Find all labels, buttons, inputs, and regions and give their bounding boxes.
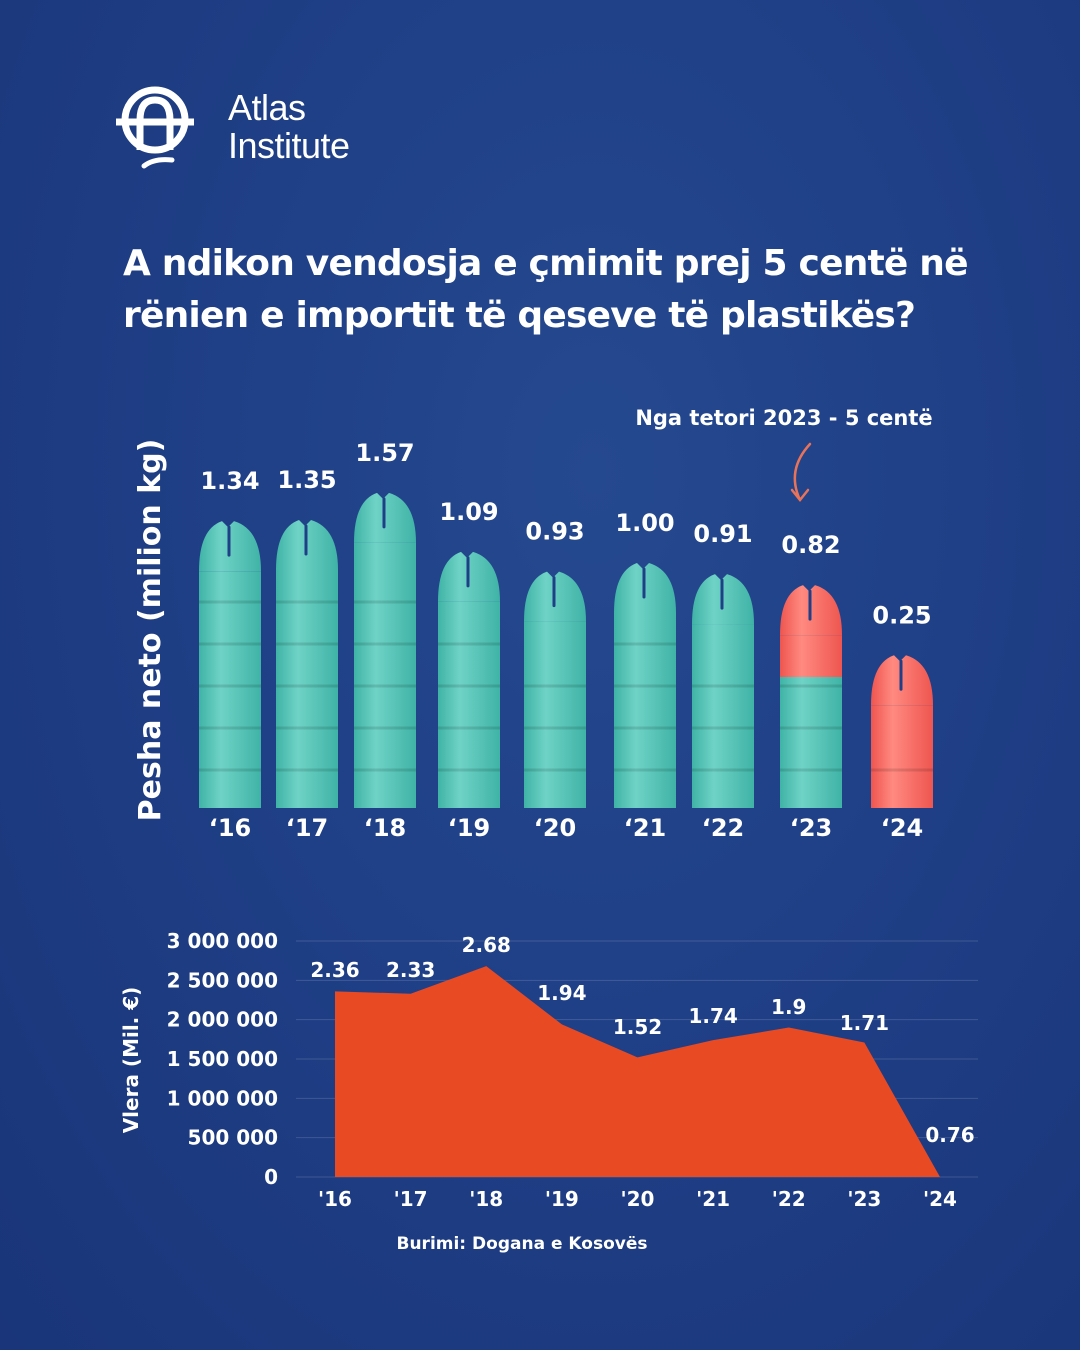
y-tick-label: 2 500 000 bbox=[167, 968, 278, 992]
y-tick-label: 3 000 000 bbox=[167, 929, 278, 953]
bar-value-label: 1.00 bbox=[615, 509, 674, 537]
bar-value-label: 1.57 bbox=[355, 439, 414, 467]
x-tick-label: '21 bbox=[696, 1187, 730, 1211]
bar-value-label: 0.91 bbox=[693, 520, 752, 548]
bar bbox=[614, 563, 676, 808]
bar-category-label: ‘24 bbox=[881, 814, 924, 842]
area-value-label: 2.68 bbox=[462, 933, 511, 957]
source-note: Burimi: Dogana e Kosovës bbox=[397, 1234, 648, 1254]
x-tick-label: '16 bbox=[318, 1187, 352, 1211]
bar bbox=[871, 655, 933, 808]
y-tick-label: 0 bbox=[264, 1165, 278, 1189]
y-tick-label: 500 000 bbox=[188, 1126, 278, 1150]
annotation-text: Nga tetori 2023 - 5 centë bbox=[635, 406, 932, 430]
area-value-label: 0.76 bbox=[925, 1123, 974, 1147]
area-series bbox=[335, 966, 940, 1177]
y-tick-label: 1 000 000 bbox=[167, 1086, 278, 1110]
page-title: A ndikon vendosja e çmimit prej 5 centë … bbox=[123, 243, 969, 336]
x-tick-label: '17 bbox=[394, 1187, 428, 1211]
bar-category-label: ‘20 bbox=[534, 814, 577, 842]
x-tick-label: '24 bbox=[923, 1187, 957, 1211]
bar-category-label: ‘21 bbox=[624, 814, 667, 842]
area-value-label: 2.33 bbox=[386, 958, 435, 982]
area-value-label: 1.52 bbox=[613, 1015, 662, 1039]
bar-category-label: ‘23 bbox=[790, 814, 833, 842]
y-tick-label: 1 500 000 bbox=[167, 1047, 278, 1071]
area-value-label: 1.94 bbox=[537, 981, 586, 1005]
bar-value-label: 0.93 bbox=[525, 518, 584, 546]
bar bbox=[692, 574, 754, 808]
bar bbox=[780, 585, 842, 808]
bar-category-label: ‘17 bbox=[286, 814, 329, 842]
x-tick-label: '20 bbox=[621, 1187, 655, 1211]
bar bbox=[199, 521, 261, 808]
bar-category-label: ‘18 bbox=[364, 814, 407, 842]
bar-category-label: ‘19 bbox=[448, 814, 491, 842]
x-tick-label: '23 bbox=[847, 1187, 881, 1211]
bar bbox=[438, 551, 500, 808]
area-value-label: 1.9 bbox=[771, 995, 806, 1019]
x-tick-label: '19 bbox=[545, 1187, 579, 1211]
bar-value-label: 0.25 bbox=[872, 601, 931, 629]
brand-line2: Institute bbox=[228, 125, 350, 166]
area-chart-ylabel: Vlera (Mil. €) bbox=[119, 987, 143, 1134]
bar bbox=[524, 571, 586, 808]
area-value-label: 2.36 bbox=[310, 958, 359, 982]
bar-value-label: 1.35 bbox=[277, 466, 336, 494]
bar-chart-ylabel: Pesha neto (milion kg) bbox=[133, 439, 168, 822]
bar-category-label: ‘16 bbox=[209, 814, 252, 842]
bar-value-label: 1.09 bbox=[439, 498, 498, 526]
bar-category-label: ‘22 bbox=[702, 814, 745, 842]
globe-a-icon bbox=[116, 86, 194, 169]
brand-logo: Atlas Institute bbox=[116, 84, 350, 170]
brand-name: Atlas Institute bbox=[228, 89, 350, 165]
bar-value-label: 1.34 bbox=[200, 467, 259, 495]
bar bbox=[276, 519, 338, 808]
x-tick-label: '22 bbox=[772, 1187, 806, 1211]
x-tick-label: '18 bbox=[469, 1187, 503, 1211]
area-value-label: 1.74 bbox=[688, 1004, 737, 1028]
y-tick-label: 2 000 000 bbox=[167, 1008, 278, 1032]
brand-line1: Atlas bbox=[228, 87, 306, 128]
area-value-label: 1.71 bbox=[840, 1011, 889, 1035]
bar bbox=[354, 492, 416, 808]
bar-value-label: 0.82 bbox=[781, 531, 840, 559]
curved-arrow-down-icon bbox=[790, 442, 812, 503]
